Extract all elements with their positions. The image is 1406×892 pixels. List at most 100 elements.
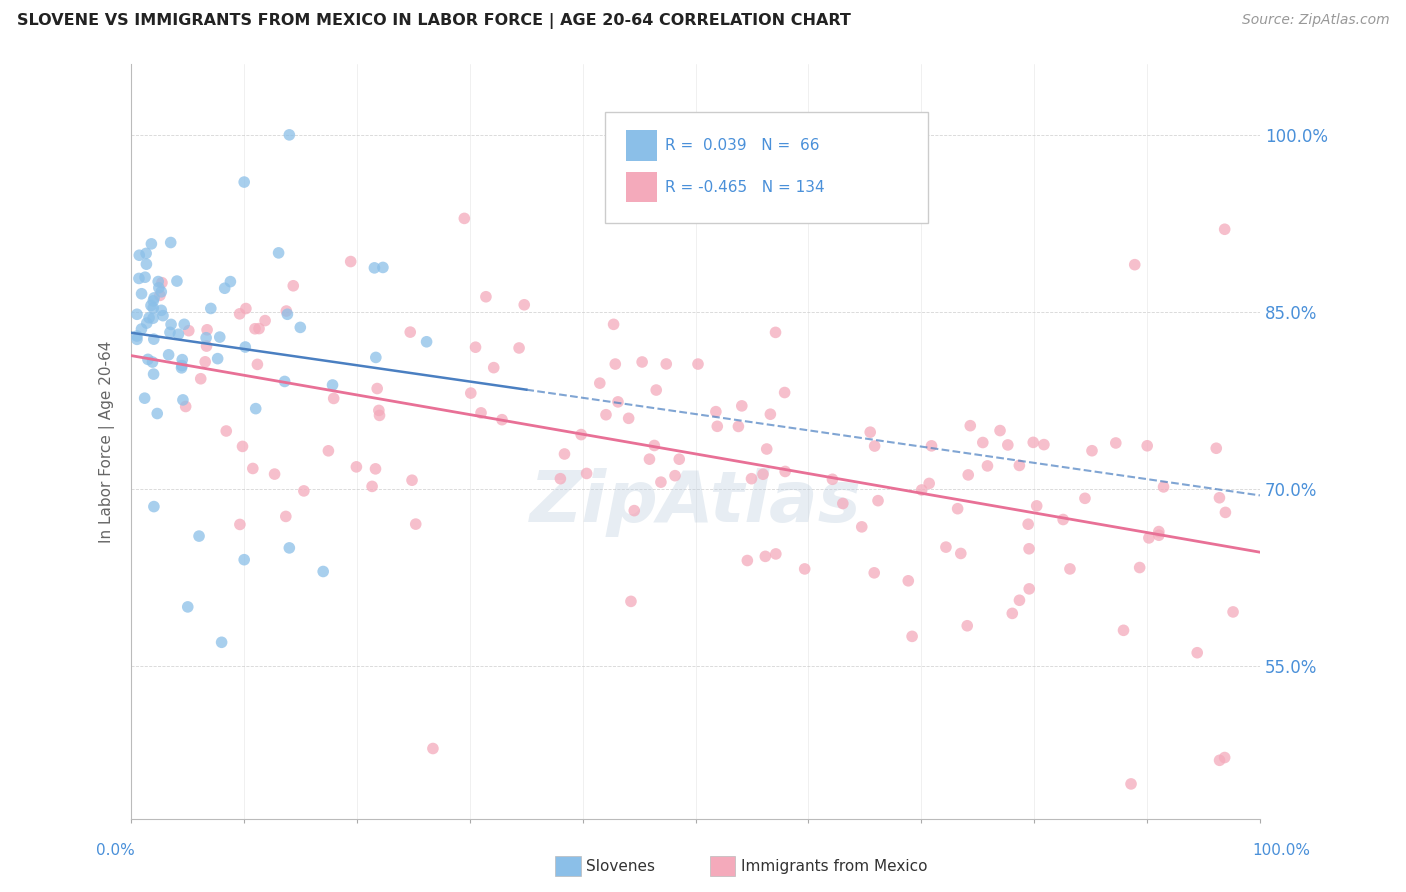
Point bbox=[267, 245, 290, 260]
Point bbox=[131, 286, 153, 301]
Point bbox=[148, 281, 170, 295]
Point bbox=[214, 281, 236, 295]
Point bbox=[318, 443, 340, 458]
Point bbox=[135, 316, 157, 330]
Point bbox=[292, 483, 315, 498]
Text: 0.0%: 0.0% bbox=[96, 843, 135, 858]
Point bbox=[569, 427, 592, 442]
Point bbox=[150, 303, 173, 318]
Point bbox=[752, 467, 775, 482]
Point bbox=[190, 372, 212, 386]
Point bbox=[464, 340, 486, 354]
Point bbox=[1074, 491, 1097, 506]
Point bbox=[765, 547, 787, 561]
Point bbox=[956, 619, 979, 633]
Point bbox=[475, 290, 498, 304]
Point bbox=[195, 339, 218, 353]
Point bbox=[1022, 435, 1045, 450]
Point bbox=[278, 541, 301, 555]
Point bbox=[172, 392, 194, 407]
Point bbox=[177, 324, 200, 338]
Text: R =  0.039   N =  66: R = 0.039 N = 66 bbox=[665, 138, 820, 153]
Point bbox=[740, 472, 762, 486]
Point bbox=[759, 407, 782, 421]
Point bbox=[363, 260, 385, 275]
Point bbox=[482, 360, 505, 375]
Point bbox=[617, 411, 640, 425]
Point bbox=[1208, 753, 1230, 767]
Text: Immigrants from Mexico: Immigrants from Mexico bbox=[741, 859, 928, 873]
Point bbox=[643, 438, 665, 452]
Point bbox=[242, 461, 264, 475]
Point bbox=[276, 307, 298, 321]
Point bbox=[200, 301, 222, 316]
Point bbox=[949, 546, 972, 560]
Point bbox=[737, 553, 759, 567]
Point bbox=[859, 425, 882, 440]
Point bbox=[508, 341, 530, 355]
Point bbox=[233, 175, 256, 189]
Point bbox=[1222, 605, 1244, 619]
Point bbox=[1129, 560, 1152, 574]
Point bbox=[1032, 437, 1054, 451]
Point bbox=[704, 404, 727, 418]
Point bbox=[575, 467, 598, 481]
Point bbox=[1119, 777, 1142, 791]
Point bbox=[366, 382, 388, 396]
Point bbox=[1081, 443, 1104, 458]
Point bbox=[946, 501, 969, 516]
Point bbox=[157, 348, 180, 362]
Point bbox=[150, 276, 173, 290]
Point bbox=[631, 355, 654, 369]
Point bbox=[208, 330, 231, 344]
Point bbox=[851, 520, 873, 534]
Point bbox=[290, 320, 312, 334]
Point bbox=[141, 355, 163, 369]
Point bbox=[195, 323, 218, 337]
Point bbox=[1215, 505, 1237, 519]
Point bbox=[727, 419, 749, 434]
Point bbox=[1213, 750, 1236, 764]
Point bbox=[595, 408, 617, 422]
Point bbox=[278, 128, 301, 142]
Point bbox=[422, 741, 444, 756]
Point bbox=[607, 395, 630, 409]
Point bbox=[623, 503, 645, 517]
Point bbox=[146, 407, 169, 421]
Point bbox=[142, 301, 165, 315]
Point bbox=[142, 500, 165, 514]
Point bbox=[160, 318, 183, 332]
Point bbox=[918, 476, 941, 491]
Point bbox=[1137, 531, 1160, 545]
Text: 100.0%: 100.0% bbox=[1253, 843, 1310, 858]
Point bbox=[765, 326, 787, 340]
Point bbox=[361, 479, 384, 493]
Point bbox=[1187, 646, 1209, 660]
Point bbox=[1213, 222, 1236, 236]
Point bbox=[1112, 624, 1135, 638]
Point bbox=[367, 403, 389, 417]
Point bbox=[453, 211, 475, 226]
Y-axis label: In Labor Force | Age 20-64: In Labor Force | Age 20-64 bbox=[100, 341, 115, 543]
Point bbox=[773, 465, 796, 479]
Point bbox=[399, 325, 422, 339]
Point bbox=[135, 257, 157, 271]
Point bbox=[233, 340, 256, 354]
Text: R = -0.465   N = 134: R = -0.465 N = 134 bbox=[665, 180, 825, 194]
Point bbox=[1008, 458, 1031, 473]
Point bbox=[364, 462, 387, 476]
Point bbox=[131, 322, 153, 336]
Point bbox=[415, 334, 437, 349]
Point bbox=[602, 318, 624, 332]
Point bbox=[866, 493, 889, 508]
Point bbox=[148, 275, 170, 289]
Point bbox=[1017, 517, 1039, 532]
Point bbox=[274, 509, 297, 524]
Point bbox=[344, 459, 367, 474]
Point bbox=[339, 254, 361, 268]
Point bbox=[470, 406, 492, 420]
Point bbox=[173, 318, 195, 332]
Point bbox=[128, 248, 150, 262]
Point bbox=[553, 447, 575, 461]
Point bbox=[664, 468, 686, 483]
